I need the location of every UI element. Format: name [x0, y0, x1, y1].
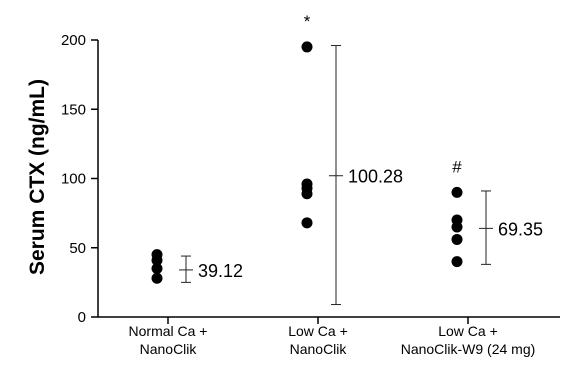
mean-value-label: 69.35: [498, 219, 543, 239]
significance-marker: #: [452, 157, 462, 176]
y-tick-label: 100: [61, 171, 86, 188]
data-group: 39.12: [151, 249, 243, 284]
x-category-label: NanoClik-W9 (24 mg): [401, 341, 536, 357]
y-tick-label: 200: [61, 32, 86, 49]
data-point: [301, 217, 313, 229]
data-groups: 39.12 100.28 * 69.35 #: [151, 12, 543, 306]
data-group: 69.35 #: [451, 157, 543, 268]
data-point: [151, 249, 163, 261]
x-axis-categories: Normal Ca + NanoClik Low Ca + NanoClik Low C…: [129, 317, 536, 357]
y-tick-label: 0: [78, 309, 86, 326]
x-category-label: Low Ca +: [288, 323, 348, 339]
x-category-label: NanoClik: [140, 341, 198, 357]
data-point: [151, 272, 163, 284]
y-tick-label: 50: [69, 240, 86, 257]
data-point: [451, 256, 463, 268]
x-category-label: Low Ca +: [438, 323, 498, 339]
data-point: [451, 214, 463, 226]
data-point: [301, 178, 313, 190]
y-tick-label: 150: [61, 101, 86, 118]
y-axis-ticks: 0 50 100 150 200: [61, 32, 98, 326]
data-point: [301, 41, 313, 53]
data-point: [451, 233, 463, 245]
chart-axes: [97, 40, 560, 318]
data-group: 100.28 *: [301, 12, 403, 306]
data-point: [451, 186, 463, 198]
significance-marker: *: [304, 12, 311, 31]
mean-value-label: 100.28: [348, 167, 403, 187]
data-point: [151, 263, 163, 275]
x-category-label: Normal Ca +: [129, 323, 208, 339]
mean-value-label: 39.12: [198, 261, 243, 281]
x-category-label: NanoClik: [290, 341, 348, 357]
y-axis-title: Serum CTX (ng/mL): [26, 79, 49, 275]
